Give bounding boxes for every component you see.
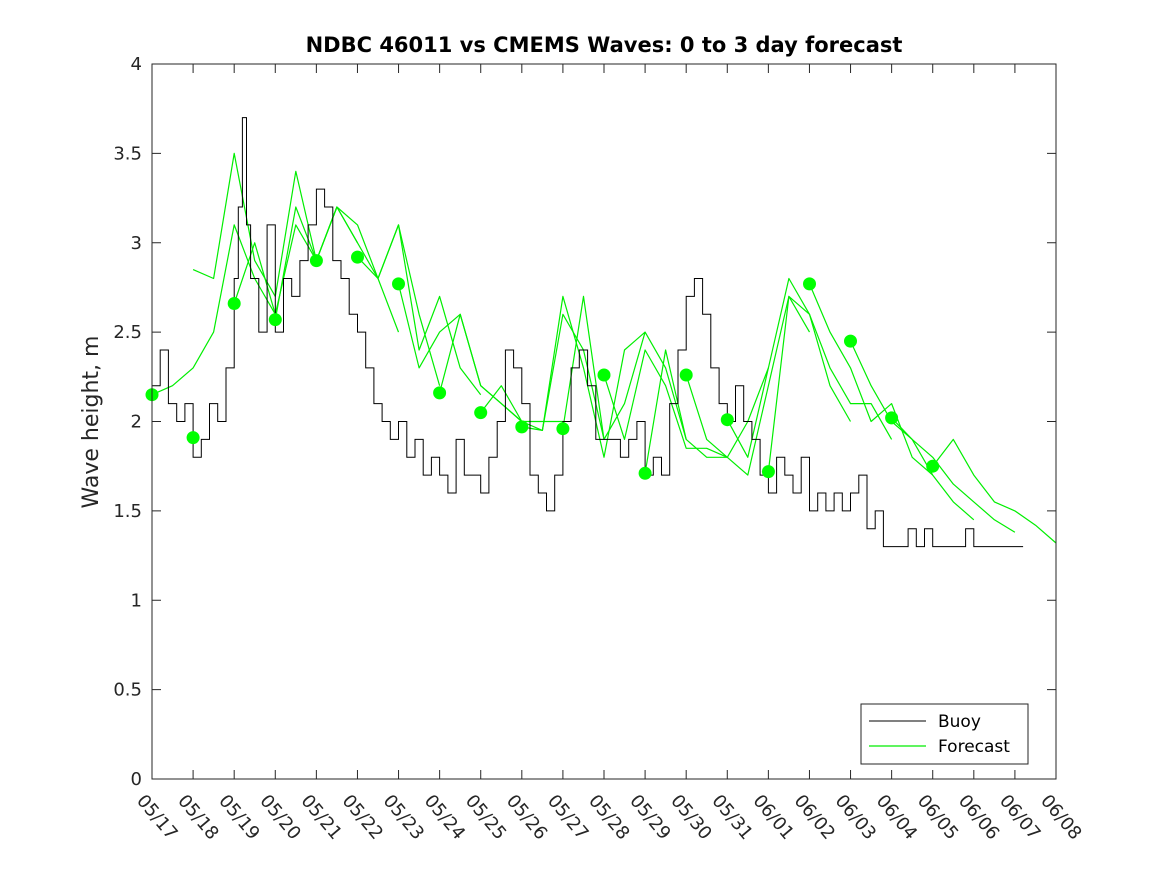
analysis-point — [679, 368, 693, 382]
x-tick-label: 05/30 — [666, 791, 715, 844]
x-tick-label: 05/28 — [584, 791, 633, 844]
analysis-point — [186, 431, 200, 445]
x-tick-label: 05/21 — [297, 791, 346, 844]
analysis-point — [309, 254, 323, 268]
analysis-point — [227, 297, 241, 310]
analysis-point — [556, 422, 570, 436]
forecast-line — [932, 438, 1057, 544]
legend-box — [860, 703, 1029, 765]
analysis-point — [720, 413, 734, 427]
y-tick-label: 0 — [131, 769, 142, 790]
analysis-point — [268, 313, 282, 327]
forecast-line — [808, 283, 934, 476]
y-axis: 0 0.5 1 1.5 2 2.5 3 3.5 4 — [113, 54, 1056, 790]
forecast-line — [603, 349, 728, 458]
analysis-marker-layer — [145, 250, 940, 480]
x-tick-label: 05/31 — [707, 791, 756, 844]
x-tick-label: 05/27 — [543, 791, 592, 844]
x-tick-label: 05/18 — [173, 791, 222, 844]
forecast-series-layer — [151, 152, 1057, 544]
forecast-line — [726, 277, 852, 458]
buoy-series-layer — [152, 117, 1024, 548]
forecast-line — [767, 295, 893, 472]
plot-area-frame — [151, 63, 1057, 780]
analysis-point — [351, 250, 364, 264]
forecast-line — [644, 349, 769, 474]
legend-buoy-label: Buoy — [938, 712, 981, 732]
y-tick-label: 4 — [131, 54, 142, 75]
x-tick-label: 05/19 — [214, 791, 263, 844]
chart-title: NDBC 46011 vs CMEMS Waves: 0 to 3 day fo… — [306, 33, 903, 57]
y-tick-label: 2 — [131, 412, 142, 433]
x-tick-label: 05/22 — [338, 791, 387, 844]
x-tick-label: 05/17 — [132, 791, 181, 844]
analysis-point — [515, 420, 529, 434]
analysis-point — [844, 334, 857, 348]
analysis-point — [638, 466, 652, 480]
forecast-line — [849, 340, 975, 521]
analysis-point — [597, 368, 611, 382]
forecast-line — [891, 417, 1016, 533]
forecast-line — [521, 295, 646, 458]
y-tick-label: 1 — [131, 590, 142, 611]
buoy-line — [152, 117, 1024, 548]
x-tick-label: 05/25 — [461, 791, 510, 844]
analysis-point — [392, 277, 405, 291]
x-tick-label: 06/05 — [913, 791, 962, 844]
x-tick-label: 06/01 — [749, 791, 798, 844]
forecast-line — [562, 295, 687, 440]
y-axis-title: Wave height, m — [79, 336, 104, 509]
analysis-point — [803, 277, 816, 291]
y-tick-label: 3.5 — [113, 143, 142, 164]
y-tick-label: 0.5 — [113, 680, 142, 701]
analysis-point — [926, 459, 940, 473]
y-tick-label: 1.5 — [113, 501, 142, 522]
analysis-point — [474, 406, 488, 420]
legend-forecast-label: Forecast — [938, 737, 1010, 757]
x-tick-label: 06/02 — [790, 791, 839, 844]
forecast-line — [357, 224, 482, 396]
analysis-point — [433, 386, 447, 400]
forecast-line — [439, 313, 563, 423]
x-tick-label: 05/20 — [255, 791, 304, 844]
x-tick-label: 06/08 — [1036, 791, 1085, 844]
x-tick-label: 05/26 — [502, 791, 551, 844]
y-tick-label: 2.5 — [113, 322, 142, 343]
y-tick-label: 3 — [131, 233, 142, 254]
forecast-line — [315, 206, 441, 386]
x-tick-label: 05/29 — [625, 791, 674, 844]
x-tick-label: 06/03 — [831, 791, 880, 844]
analysis-point — [885, 411, 899, 425]
legend: Buoy Forecast — [860, 703, 1029, 765]
analysis-point — [761, 465, 775, 479]
x-tick-label: 06/04 — [872, 791, 921, 844]
x-tick-label: 06/07 — [995, 791, 1044, 844]
x-tick-label: 05/24 — [420, 791, 469, 844]
x-tick-label: 06/06 — [954, 791, 1003, 844]
forecast-line — [274, 206, 400, 333]
forecast-line — [192, 152, 317, 297]
x-tick-label: 05/23 — [379, 791, 428, 844]
